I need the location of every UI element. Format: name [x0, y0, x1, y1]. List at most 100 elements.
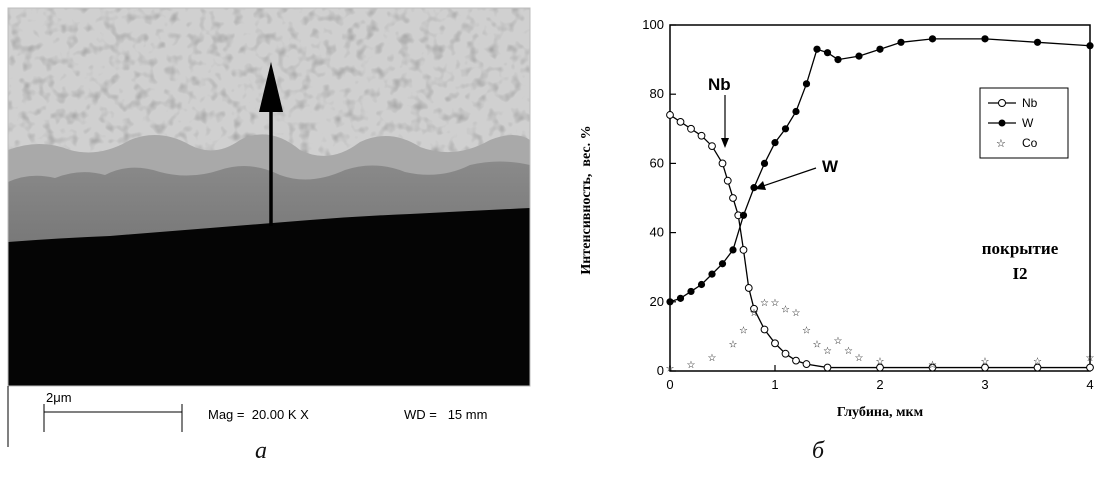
series-w-point — [876, 45, 884, 53]
series-nb-point — [760, 325, 769, 334]
series-co-point: ☆ — [781, 305, 790, 316]
series-w-point — [855, 52, 863, 60]
series-co-point: ☆ — [792, 308, 801, 319]
series-nb-point — [697, 131, 706, 140]
x-tick-label: 1 — [771, 377, 778, 392]
series-co-point: ☆ — [876, 357, 885, 368]
series-w-point — [781, 125, 790, 133]
y-tick-label: 40 — [650, 225, 664, 240]
series-co-point: ☆ — [1033, 357, 1042, 368]
series-w-point — [928, 35, 937, 43]
chart-legend: Nb W ☆ Co — [979, 87, 1069, 159]
series-nb-point — [718, 159, 727, 168]
y-tick-label: 100 — [642, 17, 664, 32]
series-co-point: ☆ — [750, 308, 759, 319]
coating-label-line2: I2 — [1012, 264, 1027, 283]
sem-micrograph-panel: 2μm Mag = 20.00 K X WD = 15 mm — [7, 7, 531, 447]
series-nb-point — [687, 124, 695, 133]
series-w-line — [669, 38, 1091, 303]
series-nb-point — [723, 176, 732, 185]
series-nb-point — [676, 117, 685, 126]
series-nb-point — [708, 142, 716, 151]
sem-image — [8, 8, 530, 386]
series-nb-point — [928, 363, 937, 372]
series-w-point — [1033, 38, 1042, 46]
series-co-point: ☆ — [771, 298, 780, 309]
nb-annotation: Nb — [708, 75, 731, 94]
w-annotation: W — [822, 157, 839, 176]
series-co-point: ☆ — [981, 357, 990, 368]
series-w-point — [834, 56, 842, 64]
series-co-point: ☆ — [739, 325, 748, 336]
legend-nb-label: Nb — [1022, 96, 1038, 110]
scale-bar — [43, 404, 183, 432]
series-w-point — [802, 80, 811, 88]
y-tick-label: 0 — [657, 363, 664, 378]
series-nb-point — [739, 246, 748, 254]
series-w-point — [792, 107, 800, 116]
series-w-point — [687, 287, 695, 296]
panel-b-caption: б — [812, 438, 825, 464]
legend-nb-marker — [998, 99, 1006, 107]
y-tick-label: 60 — [650, 155, 664, 170]
series-nb-point — [781, 349, 790, 358]
nb-annotation-arrowhead — [721, 138, 729, 148]
series-nb-point — [666, 111, 674, 119]
x-tick-label: 2 — [876, 377, 883, 392]
series-w-point — [771, 139, 779, 147]
legend-w-marker — [998, 119, 1006, 127]
series-w-point — [823, 49, 832, 57]
series-w-point — [897, 38, 905, 46]
scale-bar-label: 2μm — [46, 390, 72, 405]
series-co-point: ☆ — [760, 298, 769, 309]
series-w-point — [697, 280, 706, 289]
series-co-point: ☆ — [1086, 353, 1095, 364]
series-co-point: ☆ — [928, 360, 937, 371]
series-nb-point — [802, 360, 811, 368]
legend-w-label: W — [1022, 116, 1034, 130]
series-nb-point — [1086, 363, 1094, 372]
scan-direction-arrow — [259, 62, 283, 226]
series-co-point: ☆ — [813, 339, 822, 350]
x-axis-label: Глубина, мкм — [837, 405, 924, 420]
series-w-point — [813, 45, 821, 53]
series-w-point — [676, 294, 685, 302]
x-tick-label: 3 — [981, 377, 988, 392]
series-w-point — [708, 270, 716, 278]
series-w-point — [981, 35, 989, 43]
magnification-readout: Mag = 20.00 K X — [208, 407, 309, 422]
series-nb-point — [750, 304, 758, 313]
x-tick-label: 0 — [666, 377, 673, 392]
series-w-point — [718, 260, 727, 268]
series-nb-point — [744, 284, 753, 292]
series-nb-point — [729, 194, 737, 202]
series-co-point: ☆ — [802, 325, 811, 336]
series-co-point: ☆ — [708, 353, 717, 364]
series-w-point — [760, 159, 769, 167]
series-co-point: ☆ — [687, 360, 696, 371]
series-w-point — [1086, 42, 1094, 50]
working-distance-readout: WD = 15 mm — [404, 407, 487, 422]
series-w-point — [750, 184, 758, 192]
series-co-point: ☆ — [834, 336, 843, 347]
series-co-point: ☆ — [666, 364, 675, 375]
series-nb-point — [1033, 363, 1042, 372]
series-co-point: ☆ — [855, 353, 864, 364]
series-w-point — [739, 211, 748, 219]
legend-co-label: Co — [1022, 136, 1038, 150]
series-nb-point — [876, 363, 884, 372]
panel-a-caption: а — [255, 438, 267, 464]
series-nb-point — [771, 339, 779, 348]
series-w-point — [729, 246, 737, 254]
series-nb-point — [823, 363, 832, 372]
legend-co-marker: ☆ — [996, 137, 1006, 150]
coating-label-line1: покрытие — [982, 239, 1059, 258]
w-annotation-arrow — [759, 167, 817, 188]
series-nb-point — [981, 363, 989, 372]
y-tick-label: 20 — [650, 294, 664, 309]
series-w-point — [666, 298, 674, 306]
series-co-point: ☆ — [823, 346, 832, 357]
x-tick-label: 4 — [1086, 377, 1093, 392]
series-nb-point — [792, 356, 800, 365]
